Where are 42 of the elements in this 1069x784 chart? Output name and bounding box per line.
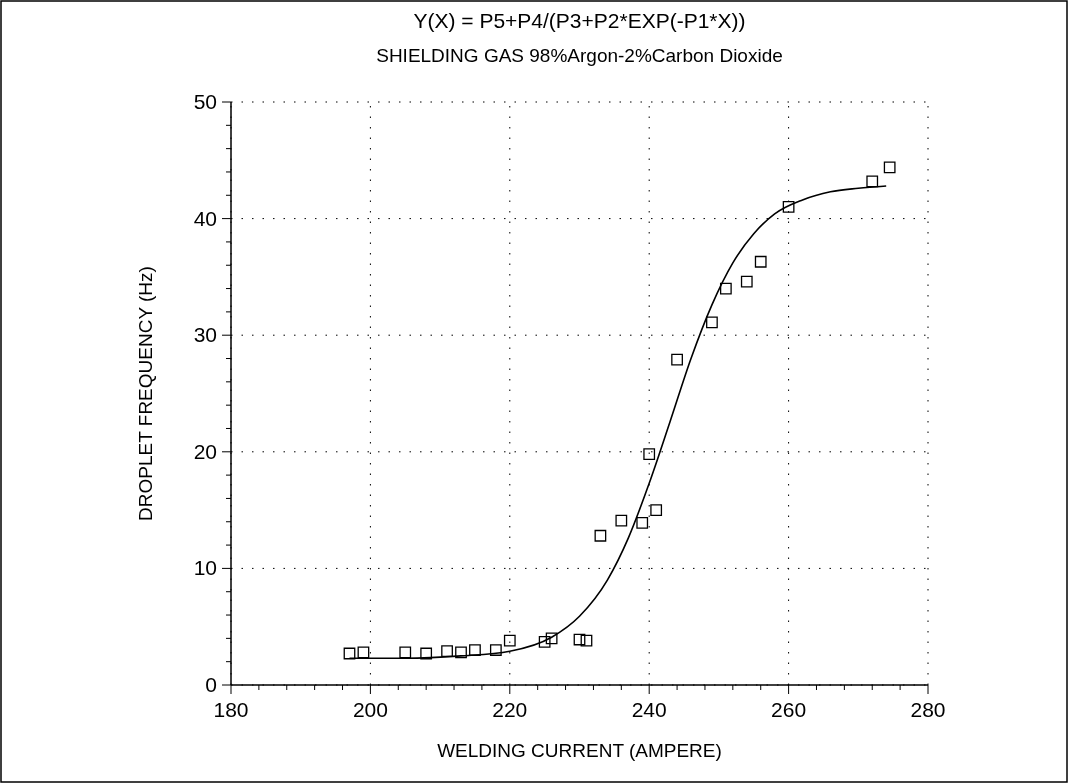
- point: [580, 634, 593, 647]
- point: [545, 632, 558, 645]
- y-tick-label: 20: [193, 439, 217, 463]
- point: [503, 634, 516, 647]
- chart-subtitle: SHIELDING GAS 98%Argon-2%Carbon Dioxide: [376, 45, 783, 66]
- chart-title: Y(X) = P5+P4/(P3+P2*EXP(-P1*X)): [413, 9, 746, 32]
- y-tick-label: 40: [193, 206, 217, 230]
- x-axis-title: WELDING CURRENT (AMPERE): [437, 740, 722, 761]
- point: [866, 175, 879, 188]
- point: [782, 201, 795, 213]
- point: [489, 644, 502, 656]
- point: [469, 644, 481, 656]
- point: [671, 353, 683, 366]
- y-tick-label: 30: [193, 323, 217, 347]
- point: [357, 646, 370, 659]
- point: [455, 646, 467, 659]
- point: [343, 647, 356, 660]
- point: [740, 275, 753, 288]
- y-tick-label: 0: [205, 673, 217, 696]
- x-tick-label: 220: [492, 698, 528, 721]
- point: [594, 529, 607, 542]
- x-tick-label: 180: [213, 698, 249, 721]
- point: [573, 633, 586, 646]
- x-tick-label: 280: [910, 698, 946, 721]
- x-tick-label: 240: [631, 698, 667, 721]
- y-tick-label: 50: [193, 90, 217, 113]
- point: [706, 316, 718, 329]
- point: [538, 635, 551, 648]
- point: [399, 646, 412, 659]
- y-tick-label: 10: [193, 556, 217, 580]
- point: [650, 504, 663, 516]
- point: [754, 255, 767, 268]
- point: [636, 517, 649, 529]
- point: [719, 282, 732, 295]
- x-tick-label: 260: [771, 698, 807, 721]
- x-tick-label: 200: [352, 698, 388, 721]
- point: [420, 647, 433, 660]
- point: [643, 448, 656, 461]
- y-axis-title: DROPLET FREQUENCY (Hz): [135, 266, 156, 521]
- point: [883, 161, 896, 174]
- point: [441, 645, 453, 658]
- point: [615, 514, 628, 527]
